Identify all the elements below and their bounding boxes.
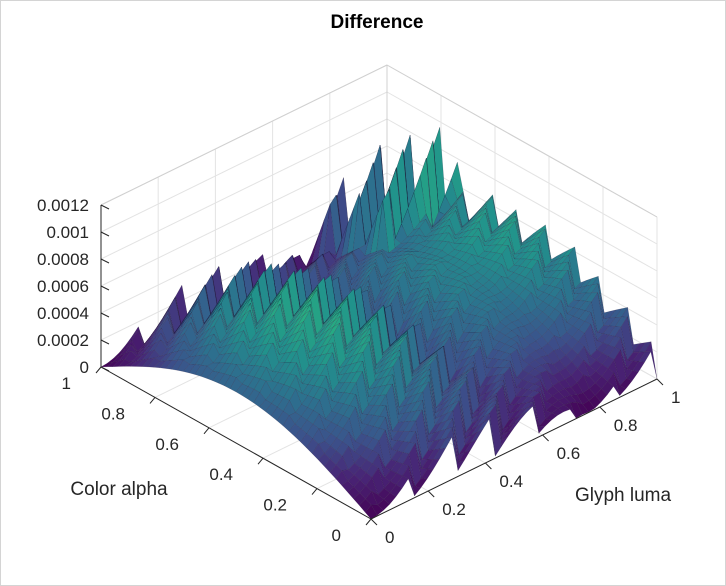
x-tick-mark <box>365 518 372 526</box>
y-axis-label: Glyph luma <box>575 485 672 506</box>
y-axis-line <box>370 378 658 520</box>
box-edge <box>100 64 388 206</box>
x-tick-label: 1 <box>62 374 71 393</box>
z-tick-mark <box>100 204 110 210</box>
x-tick-mark <box>203 427 210 435</box>
y-tick-mark <box>370 518 378 526</box>
z-tick-label: 0.0004 <box>37 304 89 323</box>
axis-layer <box>95 204 664 526</box>
surface-layer <box>100 127 658 520</box>
x-axis-label: Color alpha <box>70 479 168 500</box>
z-tick-label: 0.0008 <box>37 250 89 269</box>
chart-title: Difference <box>331 12 424 33</box>
x-tick-mark <box>311 488 318 495</box>
x-tick-mark <box>95 366 102 374</box>
wall-grid-line <box>100 145 388 287</box>
x-tick-label: 0.2 <box>263 496 287 515</box>
x-tick-mark <box>257 457 264 465</box>
x-tick-label: 0.4 <box>209 465 233 484</box>
box-edge <box>386 64 658 218</box>
y-tick-label: 1 <box>671 388 680 407</box>
z-tick-mark <box>100 312 110 318</box>
z-tick-mark <box>100 231 110 237</box>
z-tick-label: 0.001 <box>46 223 89 242</box>
z-tick-label: 0.0006 <box>37 277 89 296</box>
y-tick-mark <box>599 406 607 414</box>
y-tick-mark <box>485 462 492 470</box>
z-tick-label: 0.0012 <box>37 196 89 215</box>
y-tick-mark <box>656 378 664 386</box>
wall-grid-line <box>386 91 658 245</box>
y-tick-mark <box>542 434 549 442</box>
y-tick-label: 0.4 <box>499 472 523 491</box>
z-tick-mark <box>100 258 110 264</box>
z-tick-mark <box>100 285 110 291</box>
y-tick-mark <box>427 490 435 498</box>
z-tick-mark <box>100 339 110 345</box>
y-tick-label: 0.2 <box>442 500 466 519</box>
y-tick-label: 0.6 <box>557 444 581 463</box>
x-tick-mark <box>149 397 156 404</box>
x-tick-label: 0.8 <box>101 404 125 423</box>
wall-grid-line <box>100 91 388 233</box>
tick-layer: 0 0.0002 0.0004 0.0006 0.0008 0.001 0.0012 0 0.2… <box>37 196 680 547</box>
wall-grid-line <box>100 118 388 260</box>
z-tick-label: 0.0002 <box>37 331 89 350</box>
x-tick-label: 0.6 <box>155 435 179 454</box>
z-tick-label: 0 <box>80 358 89 377</box>
x-tick-label: 0 <box>332 526 341 545</box>
y-tick-label: 0 <box>385 528 394 547</box>
y-tick-label: 0.8 <box>614 416 638 435</box>
x-axis-line <box>100 366 372 520</box>
